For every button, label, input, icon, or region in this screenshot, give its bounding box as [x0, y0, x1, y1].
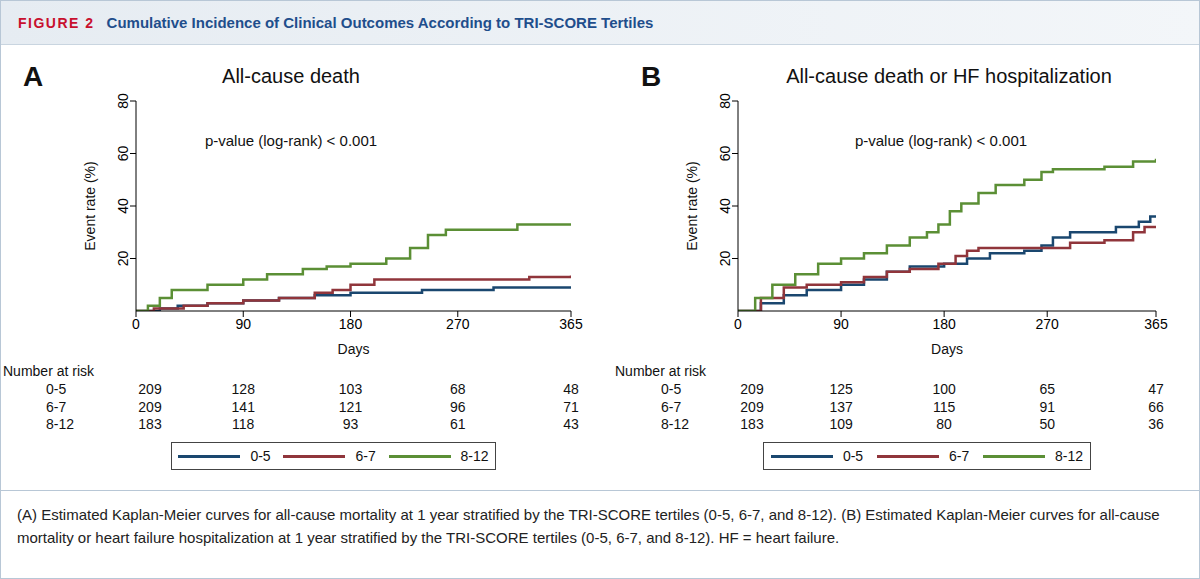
html-text:36: 36	[1148, 416, 1164, 432]
svg-text:0: 0	[734, 316, 742, 332]
html-text:Days: Days	[931, 341, 963, 357]
svg-text:60: 60	[115, 146, 131, 162]
html-text:6-7: 6-7	[949, 448, 970, 464]
html-text:Cumulative Incidence of Clinic: Cumulative Incidence of Clinical Outcome…	[106, 14, 654, 31]
html-text:66: 66	[1148, 398, 1164, 415]
html-text:Event rate (%): Event rate (%)	[684, 161, 700, 251]
html-text:183: 183	[740, 416, 764, 432]
svg-text:270: 270	[446, 316, 470, 332]
html-text:137: 137	[829, 398, 853, 415]
html-text:96: 96	[450, 398, 466, 415]
html-text:8-12: 8-12	[46, 416, 74, 432]
html-text:p-value (log-rank) < 0.001: p-value (log-rank) < 0.001	[204, 132, 378, 149]
svg-text:90: 90	[235, 316, 251, 332]
html-text:0-5: 0-5	[842, 448, 864, 464]
html-text:209: 209	[138, 398, 162, 415]
html-text:209: 209	[138, 381, 162, 397]
html-text:Number at risk: Number at risk	[3, 363, 94, 379]
html-text:115: 115	[933, 398, 956, 415]
html-text:71: 71	[563, 398, 579, 415]
html-text:47: 47	[1148, 381, 1164, 397]
html-text:All-cause death or HF hospital: All-cause death or HF hospitalization	[786, 65, 1112, 87]
html-text:6-7: 6-7	[355, 448, 376, 464]
svg-text:270: 270	[1036, 316, 1060, 332]
html-text:118: 118	[232, 416, 255, 432]
html-text:p-value (log-rank) < 0.001: p-value (log-rank) < 0.001	[854, 132, 1028, 149]
html-text:8-12: 8-12	[661, 416, 689, 432]
html-text:8-12: 8-12	[460, 448, 489, 464]
html-text:93: 93	[342, 416, 359, 432]
html-text:65: 65	[1039, 381, 1055, 397]
svg-text:60: 60	[717, 146, 733, 162]
html-text:50: 50	[1039, 416, 1055, 432]
html-text:6-7: 6-7	[661, 398, 682, 415]
html-text:B: B	[641, 61, 662, 92]
html-text:109: 109	[829, 416, 853, 432]
html-text:43: 43	[563, 416, 579, 432]
svg-text:40: 40	[717, 198, 733, 214]
html-text:(A) Estimated Kaplan-Meier cur: (A) Estimated Kaplan-Meier curves for al…	[17, 506, 1160, 547]
html-text:Event rate (%): Event rate (%)	[82, 161, 98, 251]
svg-text:0: 0	[132, 316, 140, 332]
html-text:125: 125	[829, 381, 853, 397]
html-text:121: 121	[338, 398, 363, 415]
html-text:Days: Days	[337, 341, 370, 357]
html-text:6-7: 6-7	[46, 398, 67, 415]
svg-text:20: 20	[717, 251, 733, 267]
html-text:91: 91	[1039, 398, 1055, 415]
svg-text:40: 40	[115, 198, 131, 214]
html-text:209: 209	[740, 398, 764, 415]
svg-text:365: 365	[559, 316, 583, 332]
html-text:0-5: 0-5	[661, 381, 682, 397]
html-text:141: 141	[231, 398, 255, 415]
html-text:8-12: 8-12	[1055, 448, 1084, 464]
svg-text:20: 20	[115, 251, 131, 267]
html-text:A: A	[23, 61, 44, 92]
html-text:103: 103	[338, 381, 363, 397]
svg-text:90: 90	[833, 316, 849, 332]
svg-text:365: 365	[1144, 316, 1168, 332]
html-text:48: 48	[563, 381, 579, 397]
html-text:209: 209	[740, 381, 764, 397]
html-text:All-cause death: All-cause death	[222, 65, 360, 87]
html-text:0-5: 0-5	[250, 448, 271, 464]
html-text:0-5: 0-5	[46, 381, 67, 397]
svg-text:80: 80	[115, 93, 131, 109]
html-text:Number at risk: Number at risk	[615, 363, 706, 379]
svg-text:180: 180	[932, 316, 956, 332]
html-text:100: 100	[932, 381, 956, 397]
html-text:FIGURE 2: FIGURE 2	[18, 14, 95, 31]
html-text:61: 61	[450, 416, 466, 432]
svg-text:80: 80	[717, 93, 733, 109]
svg-text:180: 180	[339, 316, 363, 332]
html-text:128: 128	[231, 381, 255, 397]
html-text:80: 80	[936, 416, 952, 432]
html-text:183: 183	[138, 416, 162, 432]
html-text:68: 68	[450, 381, 466, 397]
